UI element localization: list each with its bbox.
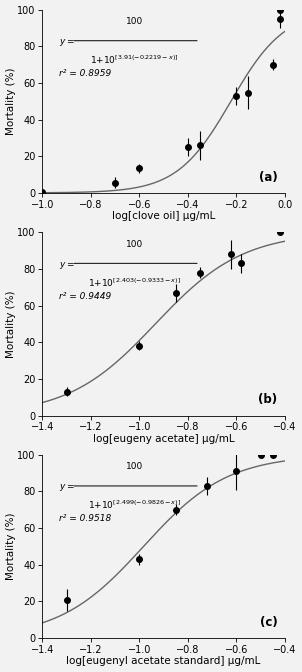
Text: $y = $: $y = $ [59,37,75,48]
Y-axis label: Mortality (%): Mortality (%) [5,290,16,358]
X-axis label: log[eugenyl acetate standard] μg/mL: log[eugenyl acetate standard] μg/mL [66,657,261,667]
Text: (b): (b) [258,393,278,407]
Text: 1+10$^{[2.403(-0.9333-x)]}$: 1+10$^{[2.403(-0.9333-x)]}$ [88,276,181,288]
X-axis label: log[clove oil] μg/mL: log[clove oil] μg/mL [112,211,215,221]
Text: (a): (a) [259,171,278,183]
Text: 100: 100 [126,462,143,471]
Text: 1+10$^{[2.499(-0.9826-x)]}$: 1+10$^{[2.499(-0.9826-x)]}$ [88,499,181,511]
Text: 100: 100 [126,240,143,249]
Text: (c): (c) [260,616,278,629]
Text: 1+10$^{[3.91(-0.2219-x)]}$: 1+10$^{[3.91(-0.2219-x)]}$ [90,54,179,66]
Text: 100: 100 [126,17,143,26]
Y-axis label: Mortality (%): Mortality (%) [5,67,16,135]
Y-axis label: Mortality (%): Mortality (%) [5,513,16,580]
Text: $y = $: $y = $ [59,482,75,493]
Text: r² = 0.9518: r² = 0.9518 [59,515,111,523]
Text: $y = $: $y = $ [59,259,75,271]
Text: r² = 0.9449: r² = 0.9449 [59,292,111,301]
Text: r² = 0.8959: r² = 0.8959 [59,69,111,78]
X-axis label: log[eugeny acetate] μg/mL: log[eugeny acetate] μg/mL [93,434,234,444]
